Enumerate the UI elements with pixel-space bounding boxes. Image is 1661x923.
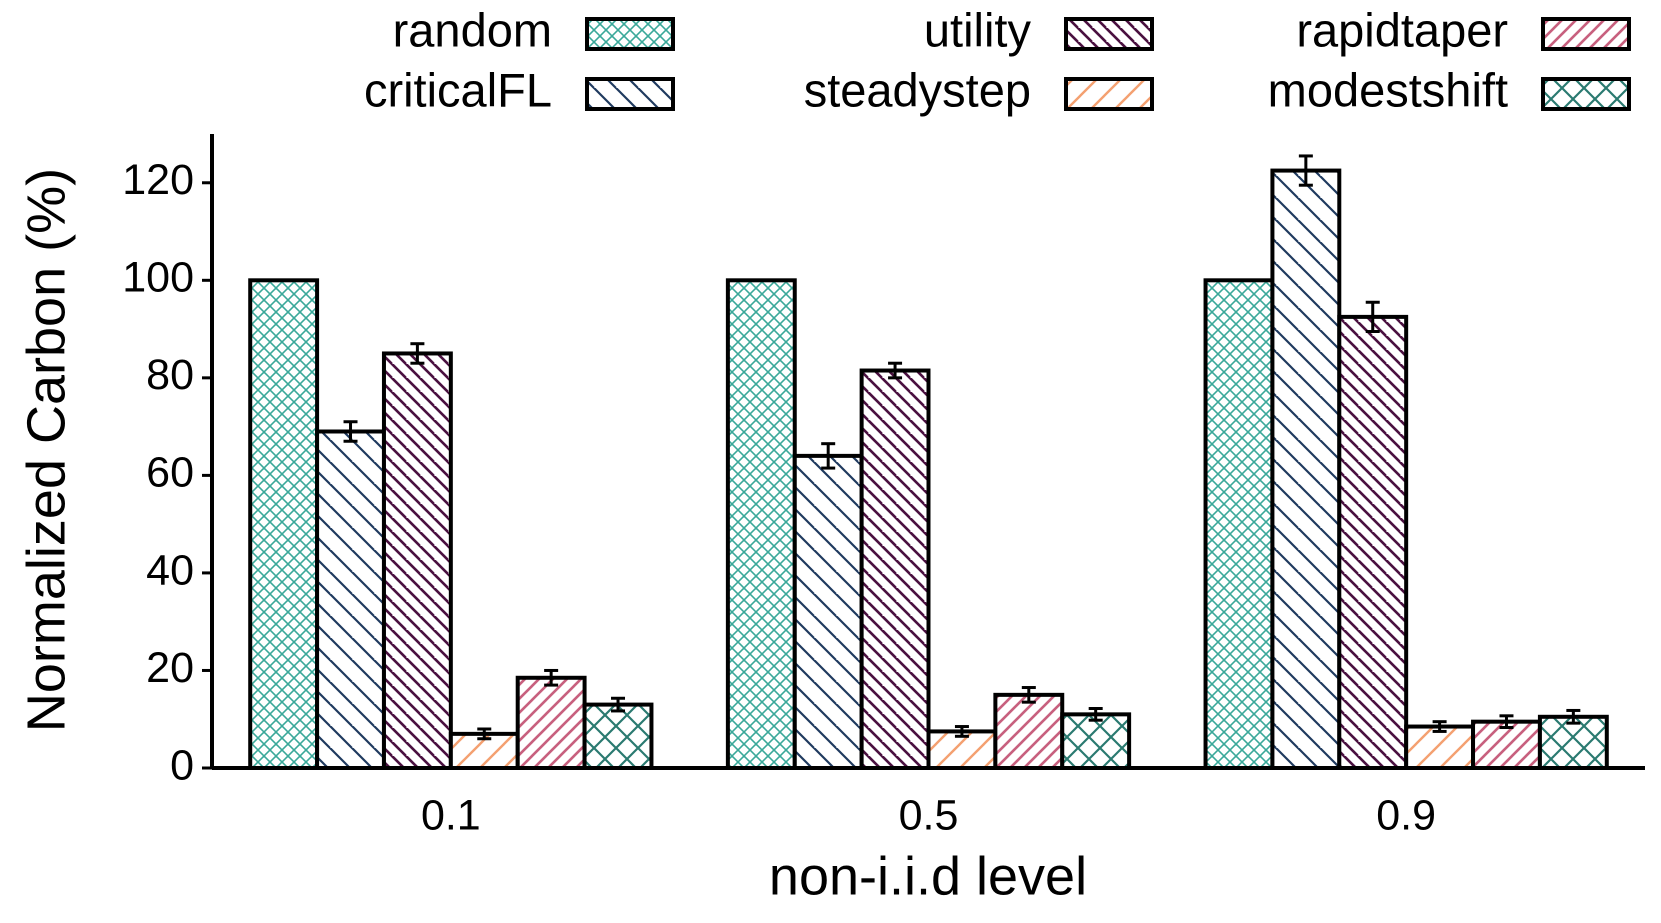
bar bbox=[1203, 278, 1275, 770]
error-bar bbox=[1499, 714, 1514, 730]
bar bbox=[515, 675, 587, 770]
legend-label: criticalFL bbox=[364, 63, 552, 116]
y-tick-label: 80 bbox=[146, 351, 194, 399]
legend-label: modestshift bbox=[1268, 63, 1508, 116]
bar bbox=[1337, 314, 1409, 770]
error-bar bbox=[477, 727, 492, 741]
bar bbox=[859, 368, 931, 770]
error-bar bbox=[954, 725, 969, 738]
bar bbox=[993, 692, 1065, 770]
error-bar bbox=[1088, 707, 1103, 722]
y-tick-label: 100 bbox=[122, 254, 194, 302]
error-bar bbox=[343, 420, 358, 443]
bar bbox=[582, 702, 654, 770]
legend-label: utility bbox=[924, 3, 1032, 56]
legend-swatch bbox=[1064, 77, 1154, 111]
legend-swatch bbox=[1064, 17, 1154, 51]
bar bbox=[792, 453, 864, 770]
error-bar bbox=[410, 342, 425, 365]
x-tick-label: 0.5 bbox=[899, 791, 959, 839]
legend-label: steadystep bbox=[804, 63, 1031, 116]
legend-swatch bbox=[585, 77, 675, 111]
error-bar bbox=[1566, 708, 1581, 725]
legend-swatch bbox=[585, 17, 675, 51]
bar bbox=[1270, 168, 1342, 771]
bar bbox=[381, 351, 453, 770]
legend-swatch bbox=[1541, 17, 1631, 51]
y-axis-label: Normalized Carbon (%) bbox=[16, 168, 76, 732]
y-tick-label: 60 bbox=[146, 449, 194, 497]
bar bbox=[725, 278, 797, 770]
y-tick-label: 0 bbox=[170, 741, 194, 789]
y-tick-label: 20 bbox=[146, 644, 194, 692]
bar bbox=[1060, 712, 1132, 770]
x-tick-label: 0.9 bbox=[1376, 791, 1436, 839]
error-bar bbox=[611, 696, 626, 713]
x-axis-label: non-i.i.d level bbox=[769, 846, 1087, 906]
error-bar bbox=[821, 442, 836, 470]
bar bbox=[315, 429, 386, 770]
y-tick-label: 40 bbox=[146, 546, 194, 594]
error-bar bbox=[1432, 720, 1447, 733]
legend-label: rapidtaper bbox=[1296, 3, 1508, 56]
legend-label: random bbox=[393, 3, 552, 56]
error-bar bbox=[544, 668, 559, 687]
y-tick-label: 120 bbox=[122, 156, 194, 204]
x-tick-label: 0.1 bbox=[421, 791, 481, 839]
bar bbox=[248, 278, 320, 770]
error-bar bbox=[1021, 686, 1036, 704]
error-bar bbox=[1298, 154, 1313, 187]
error-bar bbox=[1365, 300, 1380, 334]
error-bar bbox=[888, 361, 903, 380]
legend-swatch bbox=[1541, 77, 1631, 111]
